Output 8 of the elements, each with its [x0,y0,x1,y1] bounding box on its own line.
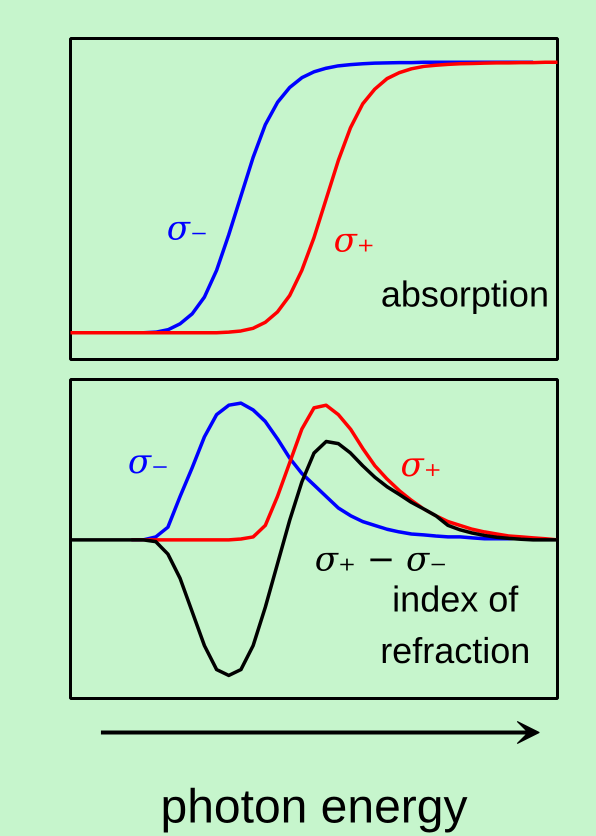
series-label: σ₊ [400,445,442,486]
annotation: absorption [380,274,549,315]
annotation: index of refraction [380,578,530,671]
series-label: σ₊ [334,220,375,261]
series-label: σ₋ [166,208,208,249]
series-label: σ₊ − σ₋ [314,540,448,580]
series-label: σ₋ [128,442,169,482]
x-axis-title: photon energy [160,780,468,834]
